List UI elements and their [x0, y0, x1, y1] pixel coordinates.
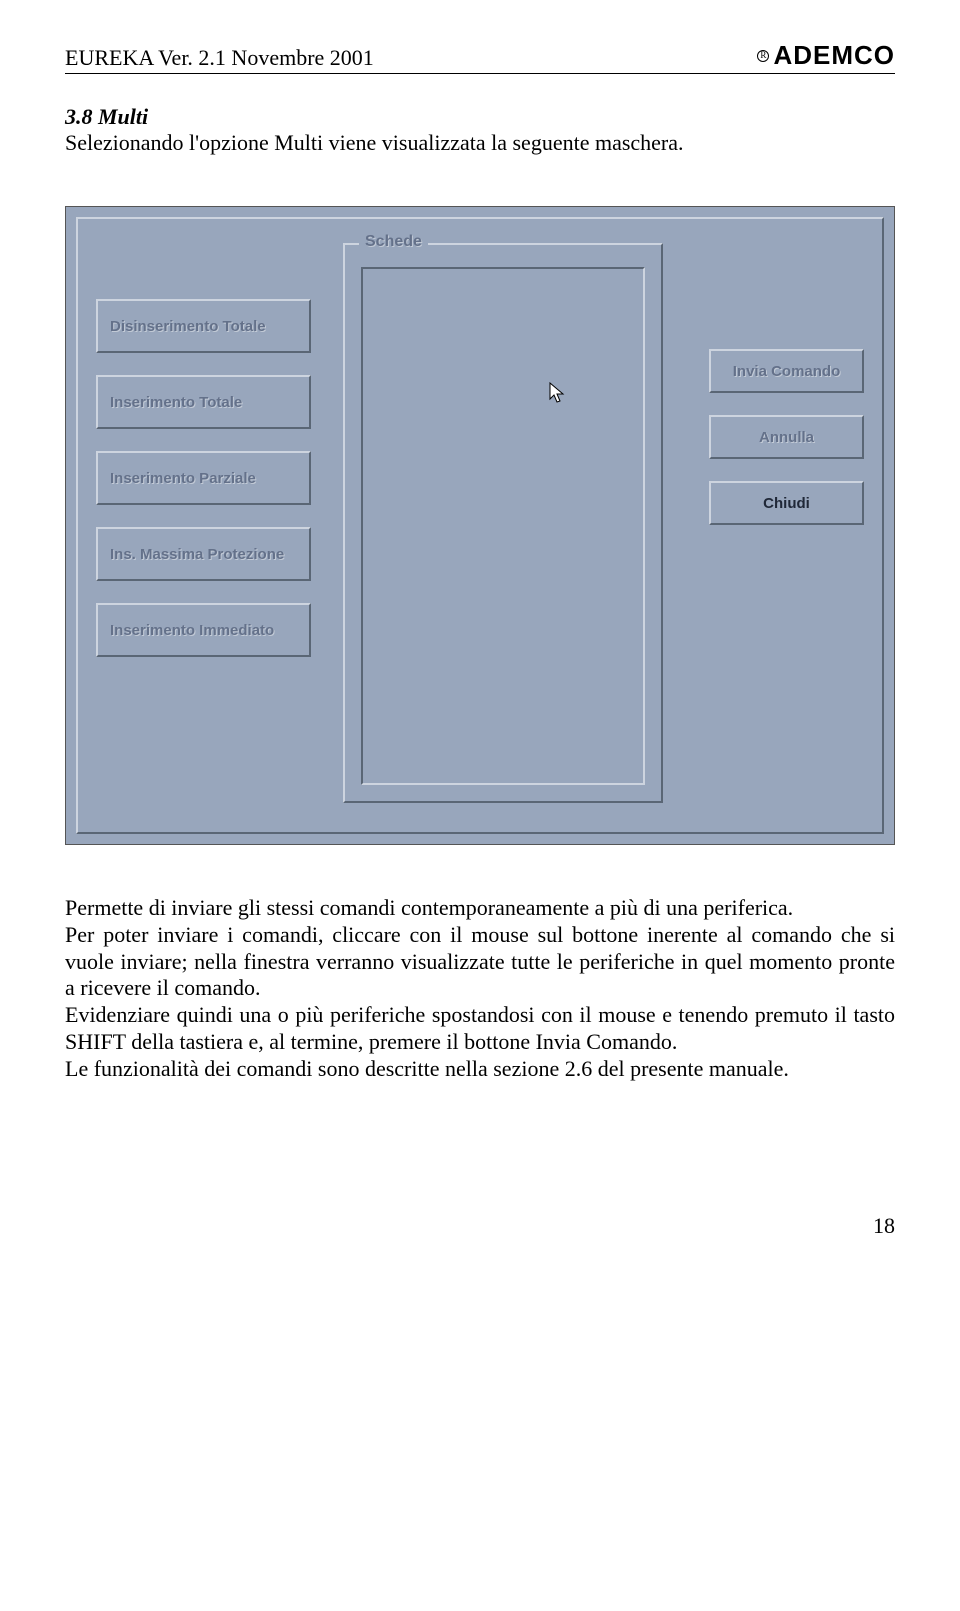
button-label: Inserimento Parziale — [110, 470, 256, 487]
intro-text: Selezionando l'opzione Multi viene visua… — [65, 130, 895, 156]
button-label: Disinserimento Totale — [110, 318, 266, 335]
section-title: 3.8 Multi — [65, 104, 895, 130]
body-text: Permette di inviare gli stessi comandi c… — [65, 895, 895, 1083]
app-screenshot: Disinserimento Totale Inserimento Totale… — [65, 206, 895, 845]
page: EUREKA Ver. 2.1 Novembre 2001 R ADEMCO 3… — [0, 0, 960, 1279]
button-label: Chiudi — [763, 495, 810, 512]
page-number: 18 — [65, 1213, 895, 1239]
inserimento-totale-button[interactable]: Inserimento Totale — [96, 375, 311, 429]
dialog-frame: Disinserimento Totale Inserimento Totale… — [76, 217, 884, 834]
registered-icon: R — [757, 50, 769, 62]
button-label: Annulla — [759, 429, 814, 446]
invia-comando-button[interactable]: Invia Comando — [709, 349, 864, 393]
paragraph-1: Permette di inviare gli stessi comandi c… — [65, 895, 793, 920]
button-label: Inserimento Immediato — [110, 622, 274, 639]
inserimento-parziale-button[interactable]: Inserimento Parziale — [96, 451, 311, 505]
button-label: Invia Comando — [733, 363, 841, 380]
disinserimento-totale-button[interactable]: Disinserimento Totale — [96, 299, 311, 353]
ins-massima-protezione-button[interactable]: Ins. Massima Protezione — [96, 527, 311, 581]
chiudi-button[interactable]: Chiudi — [709, 481, 864, 525]
logo-text: ADEMCO — [773, 40, 895, 71]
button-label: Inserimento Totale — [110, 394, 242, 411]
paragraph-4: Le funzionalità dei comandi sono descrit… — [65, 1056, 789, 1081]
right-button-column: Invia Comando Annulla Chiudi — [709, 349, 864, 525]
paragraph-3: Evidenziare quindi una o più periferiche… — [65, 1002, 895, 1054]
schede-label: Schede — [359, 233, 428, 251]
paragraph-2: Per poter inviare i comandi, cliccare co… — [65, 922, 895, 1001]
button-label: Ins. Massima Protezione — [110, 546, 284, 563]
page-header: EUREKA Ver. 2.1 Novembre 2001 R ADEMCO — [65, 40, 895, 74]
schede-listbox[interactable] — [361, 267, 645, 785]
schede-groupbox: Schede — [343, 243, 663, 803]
inserimento-immediato-button[interactable]: Inserimento Immediato — [96, 603, 311, 657]
header-left: EUREKA Ver. 2.1 Novembre 2001 — [65, 45, 374, 71]
annulla-button[interactable]: Annulla — [709, 415, 864, 459]
brand-logo: R ADEMCO — [757, 40, 895, 71]
left-button-column: Disinserimento Totale Inserimento Totale… — [96, 299, 311, 657]
